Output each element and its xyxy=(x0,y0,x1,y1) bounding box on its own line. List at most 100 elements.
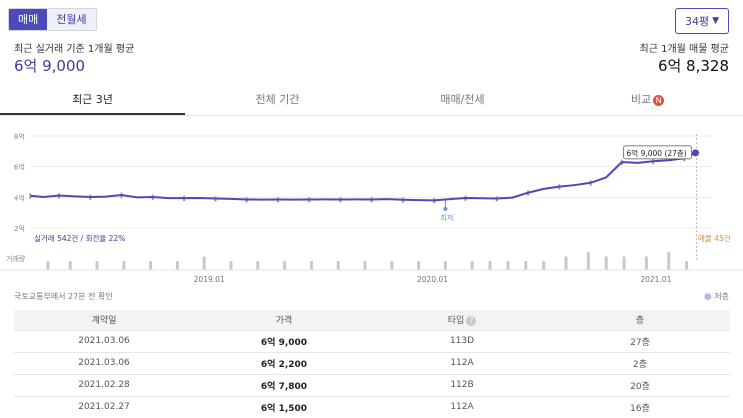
volume-bar xyxy=(506,261,510,270)
volume-bar xyxy=(564,256,568,270)
volume-bar xyxy=(175,261,179,270)
volume-bar xyxy=(390,261,394,270)
volume-bar xyxy=(667,252,671,270)
deal-point xyxy=(558,187,561,190)
listing-avg-value: 6억 8,328 xyxy=(657,57,729,75)
deal-point xyxy=(651,161,655,165)
recent-deal-label: 최근 실거래 기준 1개월 평균 xyxy=(14,44,135,55)
cell-price: 6억 9,000 xyxy=(194,330,374,353)
deal-point xyxy=(245,200,248,203)
cell-date: 2021.02.28 xyxy=(14,374,194,397)
y-tick-label: 6억 xyxy=(14,164,25,172)
new-badge: N xyxy=(653,94,665,106)
col-price: 가격 xyxy=(194,310,374,331)
help-icon[interactable]: ? xyxy=(466,316,477,327)
cell-type: 113D xyxy=(374,330,550,353)
cell-price: 6억 2,200 xyxy=(194,352,374,375)
col-floor: 층 xyxy=(550,310,730,331)
y-tick-label: 2억 xyxy=(14,225,25,233)
volume-bar xyxy=(68,261,72,270)
deal-point xyxy=(401,200,405,203)
deal-point xyxy=(589,183,592,186)
deal-point xyxy=(339,200,342,203)
area-select-value: 34평 xyxy=(684,15,710,28)
table-row[interactable]: 2021.02.27 6억 1,500 112A 16층 xyxy=(14,396,730,418)
volume-label: 거래량 xyxy=(6,254,26,263)
volume-bar xyxy=(542,261,546,270)
tab-sale[interactable]: 매매 xyxy=(9,9,48,30)
deal-count-label: 실거래 542건 / 회전율 22% xyxy=(34,233,125,243)
cell-floor: 16층 xyxy=(550,396,730,418)
volume-bar xyxy=(336,261,340,270)
area-select[interactable]: 34평 ▼ xyxy=(675,8,729,34)
deal-point xyxy=(151,197,155,201)
tab-label: 전체 기간 xyxy=(255,93,300,106)
table-row[interactable]: 2021.03.06 6억 9,000 113D 27층 xyxy=(14,330,730,353)
highlighted-price: 6억 9,000 xyxy=(250,335,330,348)
deal-point xyxy=(526,193,530,196)
price-line xyxy=(29,151,696,202)
y-tick-label: 4억 xyxy=(14,194,25,202)
volume-bar xyxy=(95,261,99,270)
listing-avg-label: 최근 1개월 매물 평균 xyxy=(639,44,730,55)
cell-date: 2021.03.06 xyxy=(14,330,194,353)
volume-bar xyxy=(622,256,626,270)
x-tick-label: 2019.01 xyxy=(194,275,225,284)
deal-point xyxy=(683,158,686,162)
tab-compare[interactable]: 비교 N xyxy=(555,86,740,115)
volume-bar xyxy=(363,261,367,270)
cell-date: 2021.03.06 xyxy=(14,352,194,375)
volume-bar xyxy=(122,261,126,270)
volume-bar xyxy=(443,261,447,270)
table-row[interactable]: 2021.02.28 6억 7,800 112B 20층 xyxy=(14,374,730,397)
deal-point xyxy=(276,200,280,203)
deal-point xyxy=(28,196,32,199)
deal-point xyxy=(182,198,186,202)
current-point xyxy=(692,149,700,157)
volume-bar xyxy=(685,261,689,270)
volume-bar xyxy=(202,256,206,270)
tab-sale-rent[interactable]: 매매/전세 xyxy=(370,86,555,115)
tab-rent[interactable]: 전월세 xyxy=(47,9,96,30)
chevron-down-icon: ▼ xyxy=(712,16,720,26)
volume-bar xyxy=(604,256,608,270)
volume-bar xyxy=(644,256,648,270)
tooltip-box xyxy=(623,145,692,160)
deal-point xyxy=(370,200,373,203)
volume-bar xyxy=(256,261,260,270)
transactions-table: 계약일 가격 타입? 층 2021.03.06 6억 9,000 113D 27… xyxy=(14,310,730,418)
volume-bar xyxy=(586,252,590,270)
cell-price: 6억 7,800 xyxy=(194,374,374,397)
deal-point xyxy=(464,198,467,201)
y-tick-label: 8억 xyxy=(14,133,25,141)
deal-type-toggle: 매매 전월세 xyxy=(8,8,97,31)
table-row[interactable]: 2021.03.06 6억 2,200 112A 2층 xyxy=(14,352,730,375)
legend-dot-icon: ● xyxy=(703,292,712,302)
tab-label: 최근 3년 xyxy=(72,93,113,106)
table-header-row: 계약일 가격 타입? 층 xyxy=(14,310,730,331)
col-type: 타입? xyxy=(374,310,550,331)
cell-date: 2021.02.27 xyxy=(14,396,194,418)
cell-floor: 2층 xyxy=(550,352,730,375)
deal-point xyxy=(433,201,436,204)
deal-point xyxy=(307,200,311,203)
tab-all-period[interactable]: 전체 기간 xyxy=(185,86,370,115)
volume-bar xyxy=(488,261,492,270)
tab-recent-3y[interactable]: 최근 3년 xyxy=(0,86,185,115)
tab-label: 비교 xyxy=(630,93,652,106)
deal-point xyxy=(495,199,498,202)
tab-label: 매매/전세 xyxy=(440,93,485,106)
min-marker-dot xyxy=(443,206,448,211)
recent-deal-value: 6억 9,000 xyxy=(14,57,86,75)
volume-bar xyxy=(524,261,528,270)
volume-bar xyxy=(229,261,233,270)
tooltip-text: 6억 9,000 (27층) xyxy=(627,149,687,158)
cell-type: 112A xyxy=(374,352,550,375)
volume-bar xyxy=(417,261,421,270)
min-label: 최저 xyxy=(440,213,453,222)
cell-floor: 20층 xyxy=(550,374,730,397)
x-tick-label: 2020.01 xyxy=(417,275,448,284)
price-chart[interactable]: 8억 6억 4억 2억 최저 6억 9,000 (27층) 실거래 542건 / 회전율 2… xyxy=(0,120,743,290)
col-contract-date: 계약일 xyxy=(14,310,194,331)
x-tick-label: 2021.01 xyxy=(640,275,671,284)
